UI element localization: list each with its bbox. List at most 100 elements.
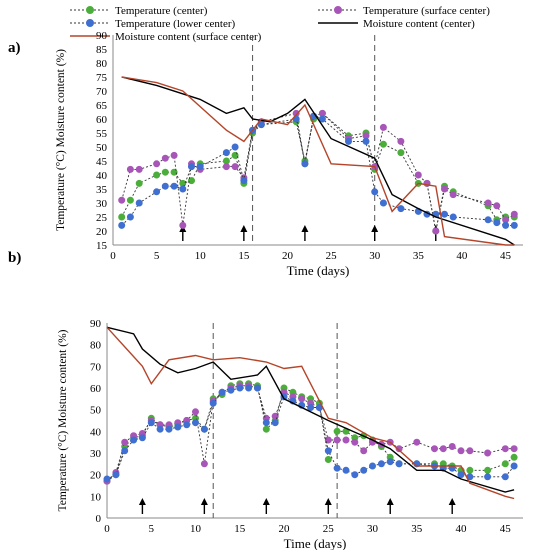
y-tick-label: 15 bbox=[96, 240, 108, 252]
data-point bbox=[138, 434, 146, 442]
data-point bbox=[501, 445, 509, 453]
panel-label: b) bbox=[8, 250, 21, 266]
data-point bbox=[371, 188, 379, 196]
data-point bbox=[379, 123, 387, 131]
data-point bbox=[502, 221, 510, 229]
turning-arrow-head bbox=[200, 498, 208, 505]
turning-arrow-head bbox=[262, 498, 270, 505]
data-point bbox=[466, 466, 474, 474]
data-point bbox=[118, 221, 126, 229]
legend-label: Moisture content (center) bbox=[363, 18, 475, 30]
data-point bbox=[121, 447, 129, 455]
data-point bbox=[351, 471, 359, 479]
data-point bbox=[170, 182, 178, 190]
data-point bbox=[179, 221, 187, 229]
legend-marker bbox=[86, 19, 94, 27]
x-tick-label: 0 bbox=[104, 523, 110, 535]
data-point bbox=[333, 464, 341, 472]
x-tick-label: 15 bbox=[234, 523, 246, 535]
y-tick-label: 55 bbox=[96, 128, 108, 140]
data-point bbox=[126, 213, 134, 221]
x-tick-label: 25 bbox=[326, 250, 338, 262]
data-point bbox=[153, 188, 161, 196]
y-tick-label: 45 bbox=[96, 156, 108, 168]
x-tick-label: 0 bbox=[110, 250, 116, 262]
data-point bbox=[493, 219, 501, 227]
data-point bbox=[103, 475, 111, 483]
data-point bbox=[342, 436, 350, 444]
data-point bbox=[457, 447, 465, 455]
data-point bbox=[301, 160, 309, 168]
data-point bbox=[231, 163, 239, 171]
data-point bbox=[161, 168, 169, 176]
data-point bbox=[484, 466, 492, 474]
series-line bbox=[106, 326, 515, 500]
data-point bbox=[510, 221, 518, 229]
y-tick-label: 40 bbox=[96, 170, 108, 182]
series-line bbox=[121, 112, 515, 232]
x-tick-label: 35 bbox=[411, 523, 423, 535]
y-tick-label: 60 bbox=[96, 114, 108, 126]
legend-label: Temperature (center) bbox=[115, 5, 208, 17]
data-point bbox=[161, 154, 169, 162]
x-tick-label: 5 bbox=[149, 523, 155, 535]
x-tick-label: 10 bbox=[195, 250, 207, 262]
data-point bbox=[484, 216, 492, 224]
data-point bbox=[324, 455, 332, 463]
data-point bbox=[192, 408, 200, 416]
data-point bbox=[440, 210, 448, 218]
legend-label: Moisture content (surface center) bbox=[115, 31, 262, 43]
data-point bbox=[112, 471, 120, 479]
data-point bbox=[156, 425, 164, 433]
data-point bbox=[379, 199, 387, 207]
data-point bbox=[209, 399, 217, 407]
x-tick-label: 30 bbox=[367, 523, 379, 535]
data-point bbox=[161, 182, 169, 190]
data-point bbox=[448, 442, 456, 450]
y-tick-label: 10 bbox=[90, 491, 102, 503]
y-tick-label: 50 bbox=[96, 142, 108, 154]
y-tick-label: 90 bbox=[90, 318, 102, 330]
data-point bbox=[510, 210, 518, 218]
data-point bbox=[397, 137, 405, 145]
data-point bbox=[126, 165, 134, 173]
y-axis-title: Temperature (°C) Moisture content (%) bbox=[55, 49, 67, 231]
x-tick-label: 45 bbox=[500, 250, 512, 262]
data-point bbox=[118, 213, 126, 221]
x-tick-label: 40 bbox=[456, 523, 468, 535]
data-point bbox=[501, 473, 509, 481]
x-tick-label: 5 bbox=[154, 250, 160, 262]
data-point bbox=[126, 196, 134, 204]
x-axis-title: Time (days) bbox=[287, 263, 350, 278]
legend-marker bbox=[86, 6, 94, 14]
data-point bbox=[360, 466, 368, 474]
turning-arrow-head bbox=[386, 498, 394, 505]
data-point bbox=[351, 438, 359, 446]
data-point bbox=[231, 143, 239, 151]
data-point bbox=[236, 384, 244, 392]
data-point bbox=[439, 445, 447, 453]
x-tick-label: 25 bbox=[323, 523, 335, 535]
data-point bbox=[484, 473, 492, 481]
data-point bbox=[360, 447, 368, 455]
data-point bbox=[121, 438, 129, 446]
data-point bbox=[135, 165, 143, 173]
x-tick-label: 15 bbox=[238, 250, 250, 262]
series-line bbox=[106, 326, 515, 493]
y-tick-label: 70 bbox=[90, 361, 102, 373]
data-point bbox=[414, 171, 422, 179]
data-point bbox=[368, 462, 376, 470]
legend-label: Temperature (surface center) bbox=[363, 5, 490, 17]
data-point bbox=[307, 403, 315, 411]
series-line bbox=[121, 76, 515, 246]
y-tick-label: 25 bbox=[96, 212, 108, 224]
y-tick-label: 40 bbox=[90, 426, 102, 438]
data-point bbox=[222, 163, 230, 171]
data-point bbox=[324, 447, 332, 455]
y-tick-label: 80 bbox=[90, 340, 102, 352]
data-point bbox=[362, 137, 370, 145]
panel-label: a) bbox=[8, 40, 21, 56]
x-tick-label: 20 bbox=[279, 523, 291, 535]
x-tick-label: 45 bbox=[500, 523, 512, 535]
